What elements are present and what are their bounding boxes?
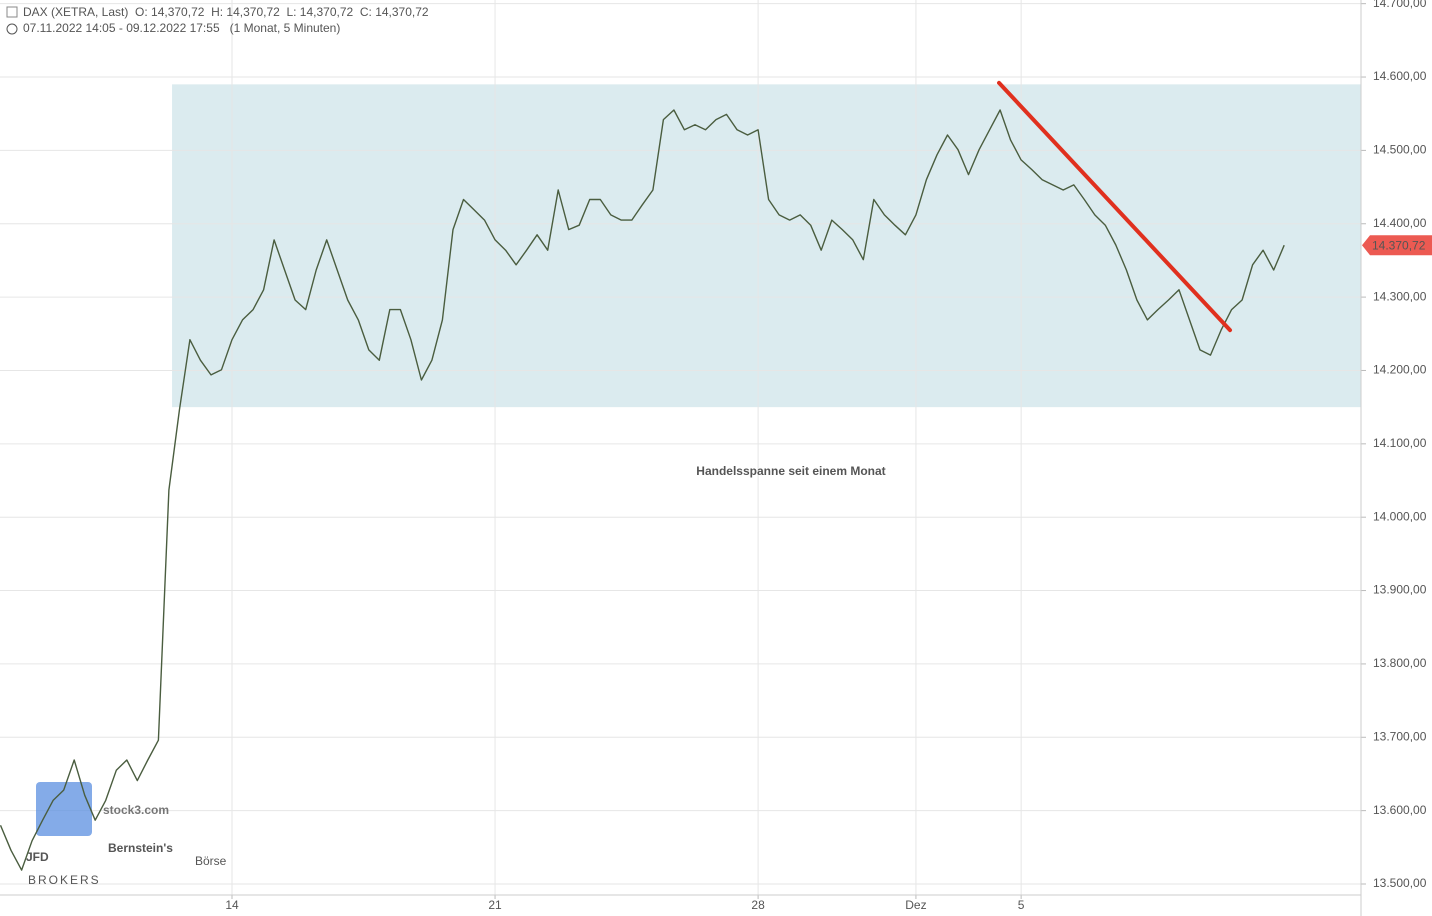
annotation: Handelsspanne seit einem Monat — [696, 464, 885, 478]
watermark: JFD — [26, 850, 49, 864]
last-value-label: 14.370,72 — [1372, 238, 1426, 252]
watermark: Börse — [195, 854, 227, 868]
trend-line — [997, 80, 1233, 333]
y-tick-label: 13.600,00 — [1373, 803, 1427, 817]
x-tick-label: 14 — [225, 898, 239, 912]
logo-box — [36, 782, 92, 836]
y-tick-label: 14.500,00 — [1373, 143, 1427, 157]
y-tick-label: 13.900,00 — [1373, 583, 1427, 597]
watermark: BROKERS — [28, 873, 101, 887]
header: DAX (XETRA, Last) O: 14,370,72 H: 14,370… — [23, 5, 429, 19]
y-tick-label: 14.700,00 — [1373, 0, 1427, 10]
y-tick-label: 14.100,00 — [1373, 436, 1427, 450]
y-tick-label: 14.000,00 — [1373, 509, 1427, 523]
y-tick-label: 13.800,00 — [1373, 656, 1427, 670]
watermark: Bernstein's — [108, 841, 173, 855]
y-tick-label: 14.600,00 — [1373, 69, 1427, 83]
header-icon — [6, 6, 18, 18]
range-band — [172, 84, 1361, 408]
y-tick-label: 13.500,00 — [1373, 876, 1427, 890]
x-tick-label: Dez — [905, 898, 926, 912]
price-line — [0, 109, 1285, 871]
y-tick-label: 14.300,00 — [1373, 289, 1427, 303]
y-tick-label: 14.400,00 — [1373, 216, 1427, 230]
x-tick-label: 28 — [751, 898, 765, 912]
x-tick-label: 21 — [488, 898, 502, 912]
watermark: stock3.com — [103, 803, 169, 817]
y-tick-label: 14.200,00 — [1373, 363, 1427, 377]
clock-icon — [6, 23, 18, 35]
y-tick-label: 13.700,00 — [1373, 729, 1427, 743]
last-value-box — [1362, 235, 1432, 256]
period: 07.11.2022 14:05 - 09.12.2022 17:55 (1 M… — [23, 21, 340, 35]
x-tick-label: 5 — [1018, 898, 1025, 912]
